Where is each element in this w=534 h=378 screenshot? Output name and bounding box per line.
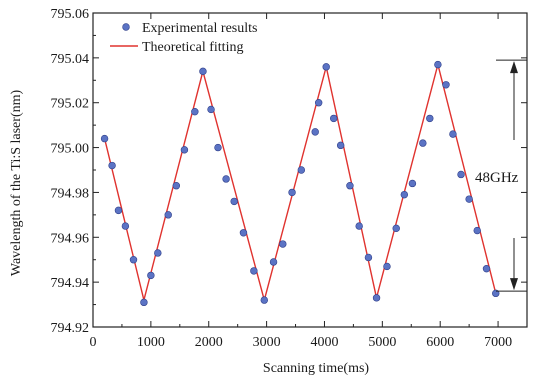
data-point	[269, 258, 278, 266]
data-point	[147, 271, 155, 280]
data-point	[330, 114, 338, 123]
plot-frame	[92, 12, 528, 328]
y-tick-label: 794.98	[51, 186, 90, 201]
data-point	[222, 175, 230, 183]
data-point	[108, 161, 116, 170]
x-tick-label: 4000	[310, 335, 338, 350]
annotation-arrow-down-head	[510, 278, 518, 291]
data-point	[172, 182, 181, 190]
data-point	[180, 146, 189, 154]
data-point	[457, 170, 465, 179]
data-point	[100, 134, 109, 143]
data-point	[434, 60, 442, 69]
data-point	[239, 229, 248, 237]
data-point	[207, 105, 215, 114]
data-point	[392, 224, 400, 233]
y-tick-label: 794.94	[51, 276, 90, 291]
data-point	[250, 267, 258, 275]
y-tick-label: 795.06	[51, 7, 90, 22]
data-point	[191, 107, 199, 116]
x-tick-label: 7000	[484, 335, 512, 350]
y-axis-label: Wavelength of the Ti:S laser(nm)	[9, 90, 24, 277]
y-tick-label: 794.96	[51, 231, 90, 246]
x-tick-label: 3000	[253, 335, 281, 350]
data-point	[364, 253, 373, 262]
data-point	[372, 294, 381, 302]
annotation-arrow-up-head	[510, 61, 518, 74]
data-point	[154, 249, 162, 257]
data-point	[449, 130, 457, 138]
data-point	[311, 128, 319, 136]
data-point	[260, 296, 268, 304]
annotation: 48GHz	[475, 59, 527, 292]
axes: 0 1000 2000 3000 4000 5000 6000 7000 794.92 794.9…	[51, 7, 528, 350]
data-point	[199, 67, 207, 76]
data-point	[426, 114, 434, 123]
data-point	[279, 240, 287, 248]
data-point	[322, 63, 330, 71]
data-point	[419, 139, 427, 147]
data-point	[129, 256, 138, 264]
data-point	[442, 81, 450, 89]
data-point	[473, 226, 481, 235]
y-tick-label: 795.02	[51, 97, 90, 112]
data-point	[408, 179, 417, 188]
data-point	[346, 182, 354, 190]
theoretical-fitting-line	[103, 64, 497, 303]
y-tick-label: 795.04	[51, 52, 90, 67]
data-point	[297, 166, 306, 174]
x-tick-label: 2000	[195, 335, 223, 350]
x-tick-label: 0	[90, 335, 97, 350]
data-point	[114, 206, 123, 215]
data-point	[492, 289, 500, 298]
series	[100, 60, 500, 307]
x-tick-label: 5000	[368, 335, 396, 350]
data-point	[482, 264, 491, 273]
y-tick-label: 795.00	[51, 142, 90, 157]
legend-marker-experimental	[122, 23, 130, 31]
data-point	[465, 195, 473, 203]
data-point	[336, 141, 345, 150]
data-point	[355, 222, 363, 230]
data-point	[214, 143, 222, 152]
legend: Experimental results Theoretical fitting	[110, 21, 257, 55]
data-point	[140, 298, 148, 307]
x-tick-label: 6000	[426, 335, 454, 350]
data-point	[164, 211, 172, 219]
data-point	[383, 262, 391, 271]
x-tick-label: 1000	[137, 335, 165, 350]
data-point	[288, 188, 296, 197]
legend-label-theoretical: Theoretical fitting	[142, 40, 243, 55]
data-point	[400, 190, 409, 199]
annotation-label: 48GHz	[475, 170, 519, 186]
legend-label-experimental: Experimental results	[142, 21, 257, 36]
data-point	[230, 197, 238, 206]
data-point	[314, 99, 323, 107]
y-tick-label: 794.92	[51, 321, 90, 336]
data-point	[121, 222, 130, 230]
x-axis-label: Scanning time(ms)	[263, 361, 369, 376]
